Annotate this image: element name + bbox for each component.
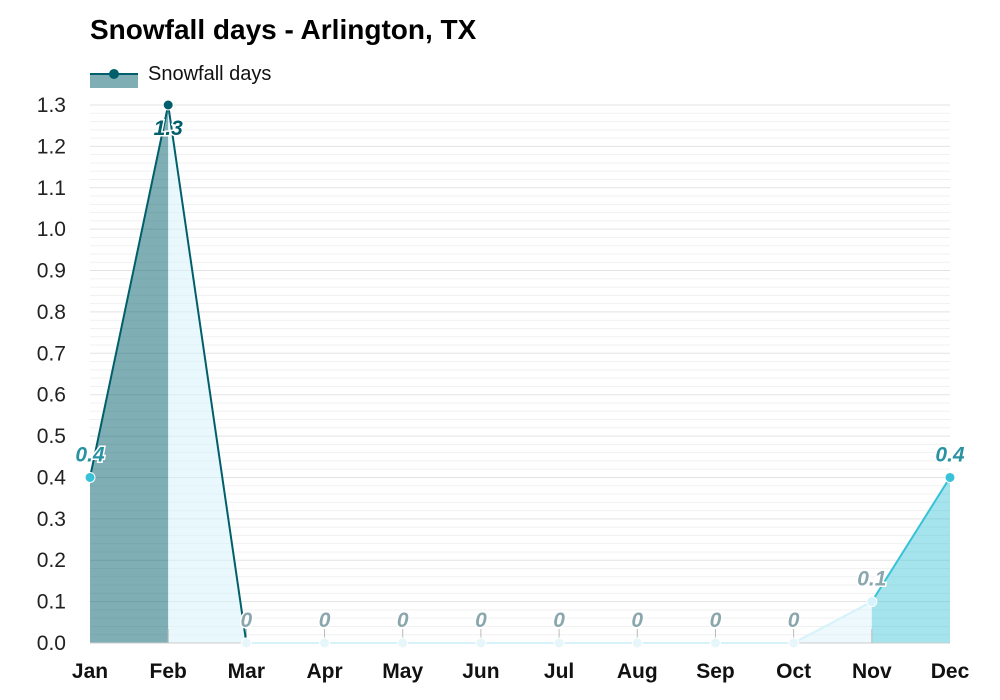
x-tick-label: Apr xyxy=(306,660,342,683)
data-label: 0.4 xyxy=(75,443,105,466)
axis-layer: 0.0 0.1 0.2 0.3 0.4 0.5 0.6 0.7 0.8 0.9 1.0 1.1 1.2 1… xyxy=(37,94,970,683)
x-tick-label: May xyxy=(382,660,423,683)
data-label: 0 xyxy=(631,609,643,632)
y-tick-label: 0.4 xyxy=(37,466,67,489)
data-point xyxy=(788,637,800,649)
data-label: 0 xyxy=(397,609,409,632)
data-point xyxy=(84,471,96,483)
y-tick-label: 1.2 xyxy=(37,135,66,158)
x-tick-label: Jul xyxy=(544,660,574,683)
data-point xyxy=(944,471,956,483)
area-segment xyxy=(871,477,950,643)
x-tick-label: Nov xyxy=(852,660,892,683)
data-point xyxy=(162,99,174,111)
x-tick-label: Oct xyxy=(776,660,811,683)
y-tick-label: 0.2 xyxy=(37,549,66,572)
legend-label: Snowfall days xyxy=(148,62,272,85)
y-tick-label: 1.3 xyxy=(37,94,66,117)
x-tick-label: Aug xyxy=(617,660,658,683)
chart-title: Snowfall days - Arlington, TX xyxy=(90,14,477,45)
y-tick-label: 0.1 xyxy=(37,591,66,614)
x-tick-label: Feb xyxy=(150,660,187,683)
data-point xyxy=(397,637,409,649)
point-layer xyxy=(84,99,956,649)
legend-swatch-icon xyxy=(90,69,138,88)
data-point xyxy=(475,637,487,649)
data-point xyxy=(240,637,252,649)
x-tick-label: Mar xyxy=(228,660,265,683)
x-tick-label: Dec xyxy=(931,660,970,683)
series-line-segment xyxy=(89,104,170,478)
area-layer xyxy=(90,105,950,643)
series-line-segment xyxy=(870,476,951,603)
y-tick-label: 0.8 xyxy=(37,301,66,324)
y-tick-label: 1.0 xyxy=(37,218,66,241)
legend[interactable]: Snowfall days xyxy=(90,60,271,88)
data-label: 0.4 xyxy=(935,443,965,466)
data-point xyxy=(553,637,565,649)
data-label: 0 xyxy=(241,609,253,632)
x-tick-label: Jun xyxy=(462,660,499,683)
data-point xyxy=(866,596,878,608)
x-tick-label: Sep xyxy=(696,660,735,683)
y-tick-label: 1.1 xyxy=(37,177,66,200)
data-label: 0 xyxy=(319,609,331,632)
label-layer: 0.4 1.3 0 0 0 0 0 0 0 0 0.1 0.4 xyxy=(74,116,967,634)
data-point xyxy=(319,637,331,649)
y-tick-label: 0.0 xyxy=(37,632,66,655)
data-label: 0 xyxy=(710,609,722,632)
data-label: 0 xyxy=(475,609,487,632)
area-segment xyxy=(90,105,169,643)
data-label: 0.1 xyxy=(857,568,886,591)
series-line-segment xyxy=(793,600,873,644)
data-point xyxy=(709,637,721,649)
y-tick-label: 0.7 xyxy=(37,342,66,365)
legend-swatch xyxy=(90,60,138,88)
x-tick-label: Jan xyxy=(72,660,108,683)
y-tick-label: 0.9 xyxy=(37,260,66,283)
y-tick-label: 0.6 xyxy=(37,384,66,407)
data-label: 0 xyxy=(788,609,800,632)
data-point xyxy=(631,637,643,649)
line-layer xyxy=(89,104,951,644)
y-tick-label: 0.5 xyxy=(37,425,66,448)
data-label: 0 xyxy=(553,609,565,632)
y-tick-label: 0.3 xyxy=(37,508,66,531)
series-line-segment xyxy=(167,104,248,644)
data-label: 1.3 xyxy=(154,117,184,140)
